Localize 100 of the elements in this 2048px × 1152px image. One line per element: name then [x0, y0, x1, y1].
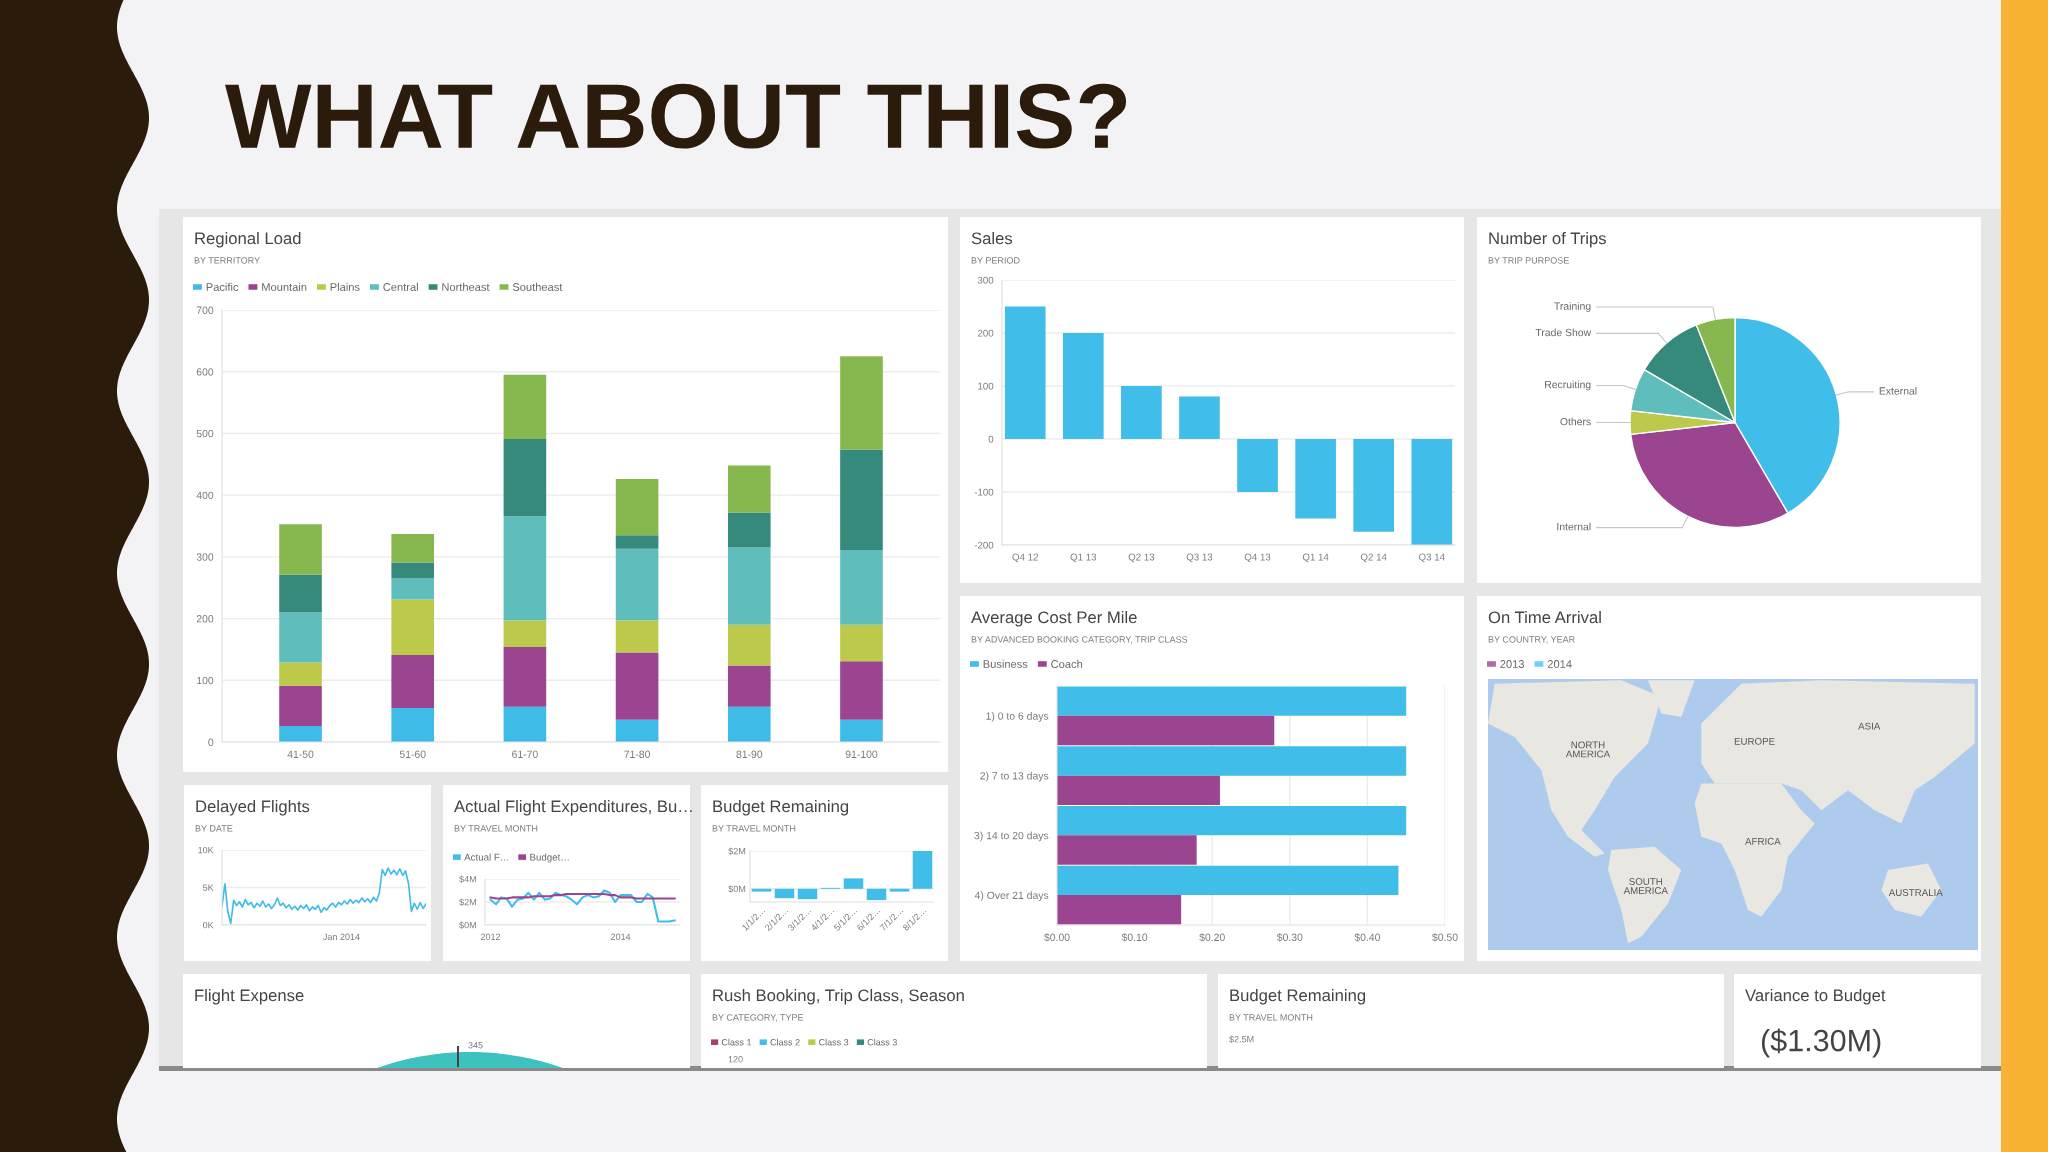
chart-subtitle: BY TRAVEL MONTH [712, 825, 796, 832]
chart-title: Budget Remaining [713, 800, 849, 816]
y-tick-label: 300 [977, 276, 994, 284]
text: EUROPE [1734, 737, 1775, 745]
y-tick-label: $0M [728, 885, 746, 893]
text: 120 [728, 1056, 743, 1063]
x-tick-label: 2014 [610, 933, 631, 940]
x-tick-label: 2012 [480, 933, 501, 940]
x-tick-label: $0.40 [1354, 933, 1381, 942]
x-tick-label: 61-70 [512, 750, 538, 758]
chart-subtitle: BY TERRITORY [194, 257, 260, 264]
legend-label: Class 3 [819, 1038, 849, 1046]
text: Flight Expense [195, 989, 304, 1005]
legend-label: Mountain [262, 282, 307, 291]
text: AFRICA [1745, 837, 1781, 845]
y-tick-label: 0K [202, 921, 214, 929]
text: ($1.30M) [1761, 1028, 1881, 1058]
y-tick-label: 400 [196, 491, 214, 500]
y-tick-label: 2) 7 to 13 days [980, 771, 1049, 782]
chart-subtitle: BY PERIOD [971, 257, 1020, 264]
slice-label: Others [1560, 417, 1591, 426]
x-tick-label: $0.00 [1044, 933, 1070, 942]
y-tick-label: 0 [988, 435, 994, 443]
y-tick-label: 4) Over 21 days [974, 891, 1049, 902]
legend-label: 2013 [1500, 660, 1525, 668]
chart-title: Sales [971, 232, 1013, 245]
x-tick-label: 41-50 [287, 750, 314, 758]
y-tick-label: 3) 14 to 20 days [974, 831, 1049, 842]
legend-label: Northeast [442, 282, 490, 291]
legend-label: Coach [1051, 659, 1083, 668]
chart-subtitle: BY TRAVEL MONTH [454, 825, 538, 832]
text: 345 [468, 1042, 483, 1049]
y-tick-label: 600 [196, 368, 214, 376]
text: BY TRAVEL MONTH [1229, 1014, 1313, 1021]
y-tick-label: $2M [459, 898, 476, 906]
text: BY COUNTRY, YEAR [1488, 636, 1575, 644]
legend-label: Southeast [512, 282, 563, 291]
x-tick-label: Q3 13 [1186, 553, 1213, 563]
legend-label: Plains [330, 282, 360, 291]
y-tick-label: -200 [974, 541, 994, 549]
y-tick-label: 10K [198, 846, 214, 854]
y-tick-label: 100 [197, 676, 214, 685]
y-tick-label: $2M [728, 847, 746, 855]
chart-subtitle: BY ADVANCED BOOKING CATEGORY, TRIP CLASS [971, 636, 1188, 644]
y-tick-label: 200 [196, 615, 214, 623]
y-tick-label: 300 [196, 553, 214, 561]
y-tick-label: $0M [459, 921, 476, 929]
x-tick-label: Q1 13 [1070, 553, 1097, 563]
text: Budget Remaining [1230, 989, 1366, 1005]
y-tick-label: 700 [196, 306, 214, 314]
text: NORTH AMERICA [1565, 741, 1611, 758]
x-tick-label: Q2 14 [1360, 553, 1387, 563]
x-tick-label: $0.50 [1432, 933, 1458, 942]
slice-label: Recruiting [1545, 380, 1591, 391]
x-tick-label: $0.10 [1121, 933, 1148, 942]
x-tick-label: Q1 14 [1302, 553, 1329, 563]
x-tick-label: $0.20 [1199, 933, 1225, 942]
chart-title: Average Cost Per Mile [971, 611, 1137, 627]
slice-label: External [1879, 386, 1917, 395]
slice-label: Training [1554, 302, 1591, 312]
y-tick-label: $4M [459, 875, 476, 883]
text: ASIA [1858, 722, 1881, 730]
text: $2.5M [1229, 1035, 1254, 1043]
legend-label: Class 1 [721, 1038, 752, 1046]
x-tick-label: Jan 2014 [323, 933, 360, 940]
y-tick-label: 1) 0 to 6 days [986, 712, 1049, 722]
y-tick-label: 5K [202, 884, 214, 891]
y-tick-label: -100 [974, 488, 994, 496]
y-tick-label: 0 [208, 738, 214, 746]
x-tick-label: Q4 13 [1244, 553, 1271, 563]
legend-label: Budget… [530, 853, 569, 863]
legend-label: 2014 [1547, 660, 1572, 668]
x-tick-label: Q4 12 [1012, 553, 1038, 563]
text: WHAT ABOUT THIS? [225, 83, 1127, 149]
legend-label: Class 3 [867, 1038, 897, 1046]
y-tick-label: 200 [977, 329, 994, 337]
chart-title: Delayed Flights [196, 800, 310, 816]
x-tick-label: 91-100 [845, 750, 878, 758]
chart-title: Regional Load [195, 232, 301, 248]
x-tick-label: $0.30 [1276, 933, 1303, 942]
slice-label: Internal [1557, 522, 1591, 531]
text: SOUTH AMERICA [1623, 878, 1668, 894]
y-tick-label: 500 [196, 429, 214, 438]
legend-label: Actual F… [464, 853, 509, 861]
x-tick-label: 51-60 [399, 750, 426, 758]
text: Variance to Budget [1745, 989, 1886, 1005]
legend-label: Pacific [206, 282, 239, 291]
legend-label: Central [383, 282, 418, 291]
text: AUSTRALIA [1888, 889, 1943, 896]
text: On Time Arrival [1488, 611, 1601, 624]
chart-subtitle: BY DATE [195, 825, 233, 832]
x-tick-label: 81-90 [736, 750, 763, 758]
legend-label: Class 2 [770, 1038, 800, 1046]
legend-label: Business [983, 659, 1028, 668]
x-tick-label: 71-80 [624, 750, 651, 758]
chart-title: Number of Trips [1489, 232, 1606, 248]
text: Rush Booking, Trip Class, Season [713, 989, 964, 1005]
x-tick-label: Q2 13 [1128, 553, 1155, 563]
x-tick-label: Q3 14 [1418, 553, 1445, 563]
y-tick-label: 100 [978, 382, 994, 390]
